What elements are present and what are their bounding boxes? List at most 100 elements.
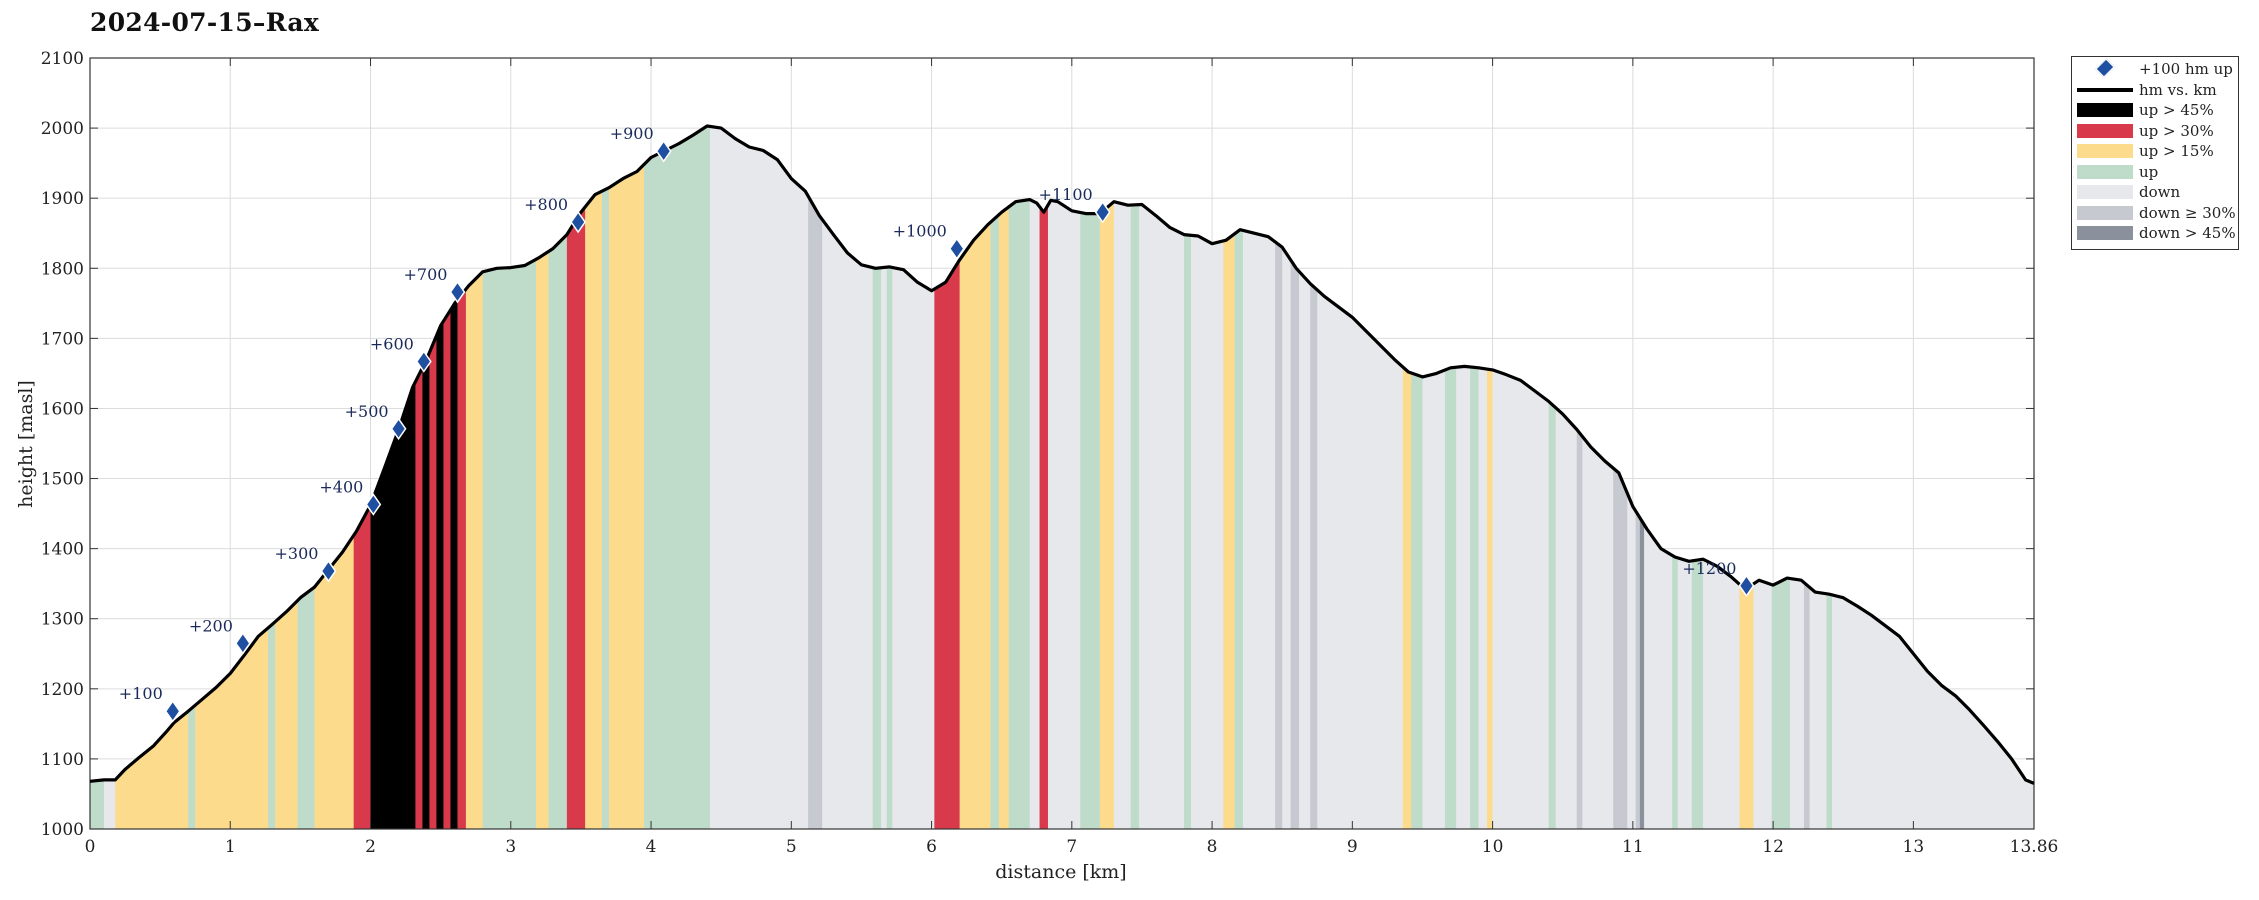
segment-up bbox=[268, 126, 276, 829]
y-tick-label: 2100 bbox=[41, 49, 84, 69]
x-tick-label: 13 bbox=[1903, 837, 1925, 857]
x-tick-label: 3 bbox=[505, 837, 516, 857]
ascent-marker: +400 bbox=[319, 477, 382, 516]
segment-up-30 bbox=[934, 126, 961, 829]
legend-label: up bbox=[2139, 162, 2159, 181]
segment-up bbox=[1826, 126, 1833, 829]
segment-up-15 bbox=[1402, 126, 1412, 829]
x-axis-label: distance [km] bbox=[995, 861, 1126, 883]
x-tick-label: 13.86 bbox=[2010, 837, 2059, 857]
segment-down bbox=[1832, 126, 2034, 829]
marker-label: +500 bbox=[345, 402, 389, 421]
legend-item-down: down bbox=[2072, 182, 2238, 203]
marker-label: +200 bbox=[189, 616, 233, 635]
legend-label: down bbox=[2139, 183, 2181, 202]
segment-up-30 bbox=[429, 126, 437, 829]
segment-down bbox=[1555, 126, 1578, 829]
ascent-marker: +600 bbox=[370, 334, 432, 373]
legend-item-down-45: down > 45% bbox=[2072, 223, 2238, 244]
marker-label: +600 bbox=[370, 334, 414, 353]
legend-item-up: up bbox=[2072, 162, 2238, 183]
segment-down bbox=[1789, 126, 1805, 829]
diamond-marker bbox=[390, 417, 407, 441]
ascent-marker: +700 bbox=[404, 265, 466, 304]
segment-up bbox=[886, 126, 893, 829]
segment-down bbox=[1282, 126, 1292, 829]
segment-up bbox=[1008, 126, 1031, 829]
x-tick-label: 9 bbox=[1347, 837, 1358, 857]
segment-down bbox=[892, 126, 935, 829]
segment-up bbox=[188, 126, 196, 829]
legend: +100 hm up hm vs. km up > 45% up > 30% up > … bbox=[2071, 56, 2239, 250]
x-tick-label: 2 bbox=[365, 837, 376, 857]
segment-down bbox=[1047, 126, 1081, 829]
segment-down-30 bbox=[1310, 126, 1318, 829]
marker-label: +900 bbox=[610, 124, 654, 143]
segment-down-30 bbox=[1613, 126, 1628, 829]
segment-down bbox=[709, 126, 809, 829]
segment-down-30 bbox=[1576, 126, 1583, 829]
y-tick-label: 1000 bbox=[41, 820, 84, 840]
segment-up-15 bbox=[465, 126, 484, 829]
ascent-marker: +1100 bbox=[1039, 185, 1111, 224]
segment-up bbox=[1548, 126, 1557, 829]
ascent-marker: +1200 bbox=[1682, 559, 1755, 598]
legend-label: up > 45% bbox=[2139, 101, 2214, 120]
segment-down bbox=[1702, 126, 1740, 829]
legend-item-marker: +100 hm up bbox=[2072, 59, 2238, 80]
y-tick-label: 1800 bbox=[41, 259, 84, 279]
ascent-markers: +100 +200 +300 +400 +500 +600 +700 +800 +900 +100… bbox=[119, 124, 1755, 723]
segment-down bbox=[104, 126, 116, 829]
segment-up-45 bbox=[422, 126, 430, 829]
y-tick-label: 1300 bbox=[41, 610, 84, 630]
segment-up-15 bbox=[1223, 126, 1235, 829]
x-tick-label: 10 bbox=[1482, 837, 1504, 857]
x-tick-label: 1 bbox=[225, 837, 236, 857]
segment-down bbox=[1677, 126, 1693, 829]
x-tick-label: 0 bbox=[85, 837, 96, 857]
y-tick-label: 1500 bbox=[41, 470, 84, 490]
x-tick-label: 8 bbox=[1207, 837, 1218, 857]
ascent-marker: +100 bbox=[119, 684, 181, 723]
diamond-marker bbox=[1738, 574, 1755, 598]
segment-up bbox=[1234, 126, 1244, 829]
legend-item-up-30: up > 30% bbox=[2072, 121, 2238, 142]
ascent-marker: +500 bbox=[345, 402, 407, 441]
y-tick-label: 1700 bbox=[41, 329, 84, 349]
diamond-marker bbox=[570, 210, 587, 234]
legend-label: down > 45% bbox=[2139, 224, 2236, 243]
segment-up bbox=[1411, 126, 1423, 829]
y-tick-label: 1600 bbox=[41, 399, 84, 419]
ascent-marker: +300 bbox=[274, 544, 337, 583]
y-tick-label: 2000 bbox=[41, 119, 84, 139]
legend-label: up > 30% bbox=[2139, 121, 2214, 140]
segment-down bbox=[1753, 126, 1773, 829]
segment-up bbox=[601, 126, 610, 829]
diamond-marker bbox=[164, 699, 181, 723]
segment-up bbox=[644, 126, 711, 829]
segment-up bbox=[1771, 126, 1791, 829]
segment-down bbox=[881, 126, 888, 829]
axes-box bbox=[89, 57, 2035, 830]
y-axis-label: height [masl] bbox=[15, 380, 37, 508]
x-tick-label: 5 bbox=[786, 837, 797, 857]
segment-up bbox=[482, 126, 537, 829]
diamond-marker bbox=[415, 350, 432, 373]
ascent-marker: +1000 bbox=[893, 222, 965, 260]
legend-swatch bbox=[2077, 144, 2133, 159]
segment-up bbox=[90, 126, 105, 829]
segment-up-30 bbox=[1039, 126, 1049, 829]
segment-up-45 bbox=[436, 126, 444, 829]
segment-up bbox=[1470, 126, 1479, 829]
legend-item-up-15: up > 15% bbox=[2072, 141, 2238, 162]
marker-label: +300 bbox=[274, 544, 318, 563]
legend-swatch bbox=[2077, 226, 2133, 241]
segment-up bbox=[1184, 126, 1192, 829]
legend-swatch bbox=[2077, 205, 2133, 220]
segment-up bbox=[990, 126, 1000, 829]
segment-up bbox=[872, 126, 882, 829]
segment-down bbox=[1478, 126, 1488, 829]
segment-up-15 bbox=[585, 126, 603, 829]
slope-segments bbox=[90, 126, 2034, 829]
marker-label: +400 bbox=[319, 477, 363, 496]
